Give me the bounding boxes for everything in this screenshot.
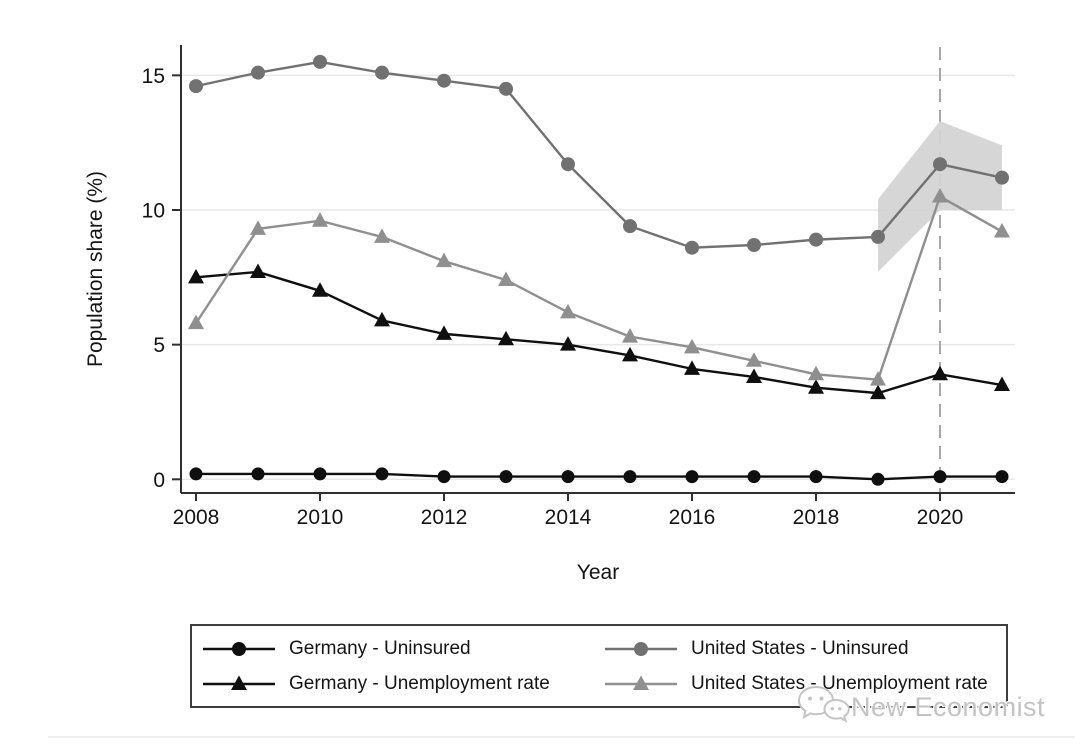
x-tick-label: 2018 bbox=[793, 506, 840, 529]
legend-symbol-triangle-black bbox=[203, 675, 275, 690]
series-germany-unemployment-rate bbox=[188, 263, 1010, 400]
x-tick-label: 2016 bbox=[669, 506, 716, 529]
legend-column-left: Germany - Uninsured Germany - Unemployme… bbox=[202, 631, 604, 701]
legend-symbol-circle-gray bbox=[605, 641, 677, 656]
legend-label: Germany - Unemployment rate bbox=[289, 672, 550, 694]
x-tick-label: 2012 bbox=[421, 506, 468, 529]
legend-item-germany-uninsured: Germany - Uninsured bbox=[202, 633, 604, 665]
x-tick-label: 2008 bbox=[173, 506, 220, 529]
series-germany-uninsured bbox=[189, 467, 1009, 486]
gridlines bbox=[181, 74, 1015, 481]
legend-symbol-triangle-gray bbox=[605, 675, 677, 690]
legend-item-us-uninsured: United States - Uninsured bbox=[604, 633, 1006, 665]
x-tick-label: 2010 bbox=[297, 506, 344, 529]
legend-symbol-circle-black bbox=[203, 641, 275, 656]
y-tick-label: 0 bbox=[153, 469, 165, 492]
legend-item-germany-unemployment: Germany - Unemployment rate bbox=[202, 668, 604, 700]
x-axis-title: Year bbox=[576, 561, 620, 584]
x-tick-label: 2014 bbox=[545, 506, 592, 529]
legend-label: Germany - Uninsured bbox=[289, 637, 471, 659]
y-tick-label: 5 bbox=[153, 334, 165, 357]
legend-column-right: United States - Uninsured United States … bbox=[604, 631, 1006, 701]
legend-item-us-unemployment: United States - Unemployment rate bbox=[604, 668, 1006, 700]
watermark-text: New Economist bbox=[851, 691, 1046, 722]
legend-box: Germany - Uninsured Germany - Unemployme… bbox=[190, 624, 1008, 708]
watermark: New Economist bbox=[796, 684, 1045, 730]
bottom-divider-line bbox=[48, 736, 1075, 738]
axes: 0 5 10 15 2008 2010 2012 2014 2016 2018 2020 bbox=[142, 45, 1015, 529]
legend-label: United States - Unemployment rate bbox=[691, 672, 988, 694]
y-tick-label: 15 bbox=[142, 65, 165, 88]
y-tick-label: 10 bbox=[142, 200, 165, 223]
x-tick-label: 2020 bbox=[917, 506, 964, 529]
series-united-states-uninsured bbox=[189, 54, 1009, 255]
y-axis-title: Population share (%) bbox=[84, 170, 107, 368]
wechat-bubbles-icon bbox=[797, 685, 850, 723]
series-united-states-unemployment-rate bbox=[188, 188, 1010, 386]
legend-label: United States - Uninsured bbox=[691, 637, 909, 659]
